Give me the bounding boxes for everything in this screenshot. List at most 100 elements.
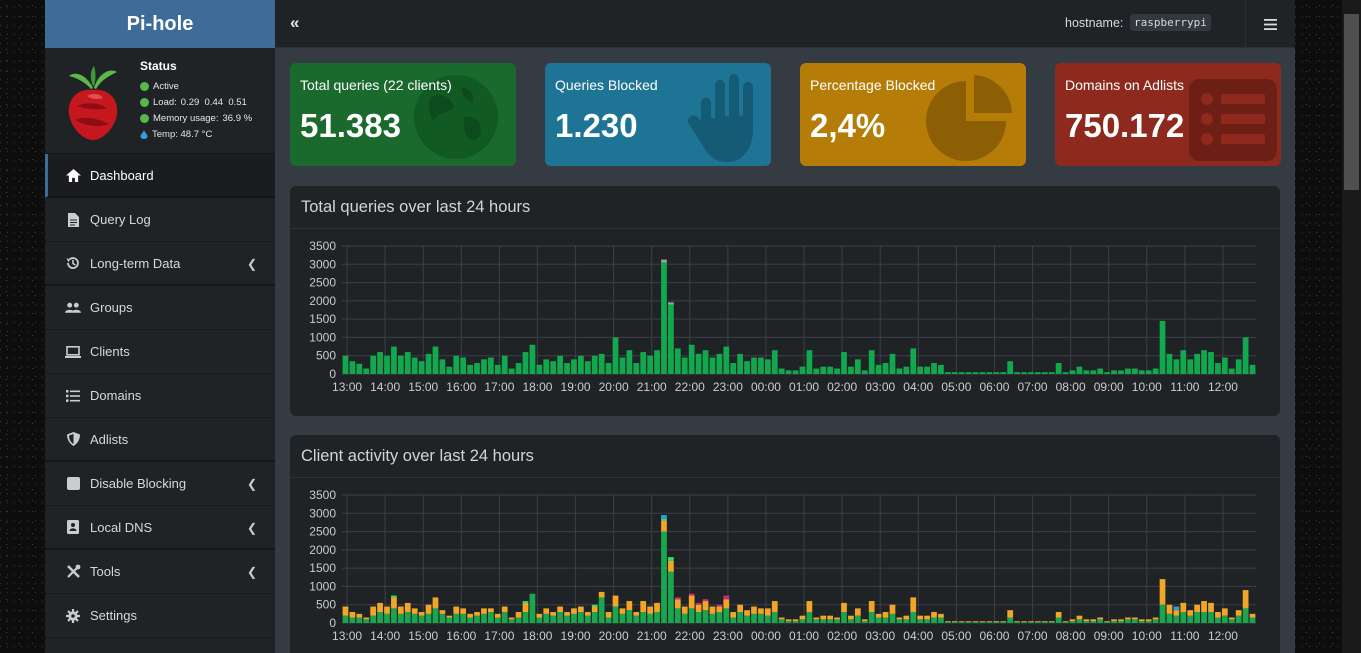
- sidebar-item-tools[interactable]: Tools ❮: [45, 550, 275, 594]
- bar: [550, 361, 557, 374]
- bar: [1035, 372, 1041, 374]
- bar: [986, 372, 993, 374]
- sidebar-item-label: Clients: [90, 344, 130, 359]
- bar: [425, 613, 432, 623]
- sidebar-item-label: Tools: [90, 564, 121, 579]
- stat-box-domains-on-adlists[interactable]: Domains on Adlists 750.172: [1055, 63, 1281, 166]
- stat-box-percentage-blocked[interactable]: Percentage Blocked 2,4%: [800, 63, 1026, 166]
- bar: [1221, 357, 1228, 374]
- bar: [1215, 617, 1221, 623]
- bar: [868, 612, 875, 623]
- bar: [633, 363, 640, 374]
- bar: [591, 612, 598, 623]
- bar: [647, 613, 653, 623]
- list-alt-icon: [1189, 79, 1277, 161]
- x-tick-label: 03:00: [865, 629, 895, 643]
- sidebar-item-query-log[interactable]: Query Log: [45, 198, 275, 242]
- bar: [882, 363, 889, 374]
- x-tick-label: 07:00: [1018, 629, 1048, 643]
- bar: [1145, 619, 1152, 622]
- bar: [861, 621, 868, 623]
- bar: [965, 621, 972, 623]
- bar: [1007, 610, 1014, 618]
- bar: [702, 350, 709, 374]
- bar: [945, 621, 951, 623]
- bar: [931, 363, 937, 374]
- bar: [958, 621, 965, 623]
- bar: [571, 359, 577, 374]
- bar: [1055, 363, 1062, 374]
- bar: [1208, 612, 1214, 623]
- bar: [1208, 602, 1214, 613]
- hostname-value: raspberrypi: [1130, 14, 1211, 31]
- sidebar-item-settings[interactable]: Settings: [45, 594, 275, 638]
- bar: [1152, 617, 1159, 620]
- bar: [1194, 353, 1200, 374]
- bar: [432, 608, 439, 623]
- sidebar-toggle-button[interactable]: «: [290, 13, 300, 32]
- app-logo[interactable]: Pi-hole: [45, 0, 275, 48]
- bar: [1041, 372, 1048, 374]
- x-tick-label: 22:00: [675, 629, 705, 643]
- sidebar-item-domains[interactable]: Domains: [45, 374, 275, 418]
- stat-box-queries-blocked[interactable]: Queries Blocked 1.230: [545, 63, 771, 166]
- bar: [543, 359, 550, 374]
- bar: [598, 353, 605, 374]
- menu-button[interactable]: [1245, 0, 1295, 48]
- temp-value: Temp: 48.7 °C: [152, 129, 213, 140]
- bar: [446, 615, 453, 618]
- stat-value: 750.172: [1065, 107, 1185, 144]
- x-tick-label: 22:00: [675, 380, 705, 394]
- bar: [848, 619, 854, 623]
- bar: [377, 602, 383, 613]
- sidebar-item-dashboard[interactable]: Dashboard: [45, 154, 275, 198]
- bar: [730, 363, 737, 374]
- bar: [1097, 368, 1104, 374]
- bar: [1242, 608, 1249, 623]
- sidebar-item-disable-blocking[interactable]: Disable Blocking ❮: [45, 462, 275, 506]
- stat-label: Queries Blocked: [555, 77, 658, 93]
- bar: [418, 361, 425, 374]
- bar: [938, 613, 944, 618]
- bar: [1090, 370, 1097, 374]
- sidebar-item-adlists[interactable]: Adlists: [45, 418, 275, 462]
- bar: [806, 601, 813, 613]
- bar: [1180, 350, 1187, 374]
- bar: [460, 608, 467, 614]
- bar: [571, 608, 577, 614]
- bar: [924, 366, 930, 374]
- topbar: « hostname: raspberrypi: [275, 0, 1295, 48]
- chevron-left-icon: ❮: [246, 521, 257, 535]
- bar: [578, 355, 584, 374]
- bar: [584, 612, 591, 616]
- x-tick-label: 23:00: [713, 380, 743, 394]
- bar: [384, 355, 390, 374]
- bar: [654, 612, 660, 623]
- x-tick-label: 10:00: [1132, 380, 1162, 394]
- bar: [716, 612, 723, 623]
- sidebar-item-groups[interactable]: Groups: [45, 286, 275, 330]
- bar: [993, 621, 1000, 622]
- bar: [841, 612, 847, 623]
- bar: [799, 366, 806, 374]
- bar: [1076, 619, 1083, 623]
- stat-box-total-queries[interactable]: Total queries (22 clients) 51.383: [290, 63, 516, 166]
- status-title: Status: [140, 59, 177, 73]
- bar: [1235, 615, 1242, 623]
- bar: [619, 608, 626, 614]
- clients-chart-card: Client activity over last 24 hours 0 500 1…: [290, 435, 1280, 653]
- bar: [453, 355, 460, 374]
- file-icon: [65, 212, 81, 227]
- sidebar-item-local-dns[interactable]: Local DNS ❮: [45, 506, 275, 550]
- bar: [958, 372, 965, 374]
- sidebar-item-long-term-data[interactable]: Long-term Data ❮: [45, 242, 275, 286]
- bar: [1069, 621, 1076, 623]
- bar: [591, 604, 598, 607]
- sidebar-item-clients[interactable]: Clients: [45, 330, 275, 374]
- scrollbar-thumb[interactable]: [1344, 14, 1359, 190]
- bar: [370, 606, 377, 616]
- bar: [979, 621, 986, 622]
- bar: [397, 613, 404, 623]
- bar: [1208, 352, 1214, 374]
- bar: [861, 619, 868, 622]
